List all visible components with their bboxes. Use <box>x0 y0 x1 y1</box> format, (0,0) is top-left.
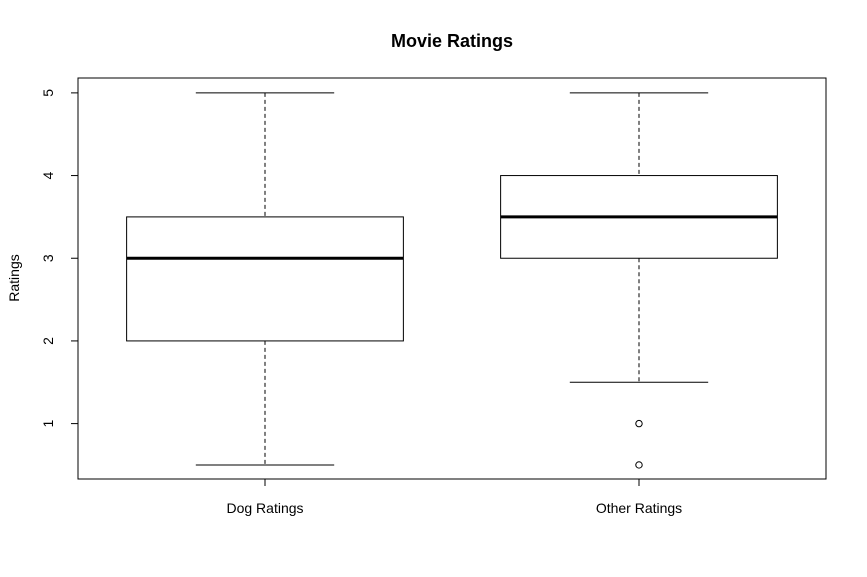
y-tick-label: 1 <box>40 420 56 428</box>
boxes <box>127 93 778 468</box>
y-tick-label: 5 <box>40 89 56 97</box>
y-tick-label: 4 <box>40 171 56 179</box>
box-group <box>501 93 778 468</box>
x-tick-label: Dog Ratings <box>226 500 303 516</box>
x-tick-label: Other Ratings <box>596 500 682 516</box>
outlier-point <box>636 462 642 468</box>
outlier-point <box>636 420 642 426</box>
y-axis: 1 2 3 4 5 <box>40 89 78 428</box>
box-group <box>127 93 404 465</box>
y-tick-label: 2 <box>40 337 56 345</box>
chart-title: Movie Ratings <box>391 31 513 51</box>
box-iqr <box>127 217 404 341</box>
y-axis-label: Ratings <box>6 254 22 301</box>
y-tick-label: 3 <box>40 254 56 262</box>
x-axis: Dog Ratings Other Ratings <box>226 479 682 516</box>
